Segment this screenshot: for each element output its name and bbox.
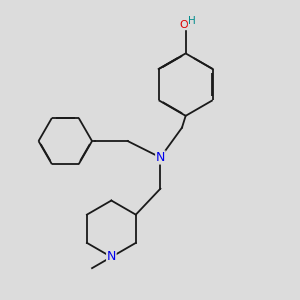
Text: N: N bbox=[107, 250, 116, 263]
Text: O: O bbox=[179, 20, 188, 30]
Text: H: H bbox=[188, 16, 196, 26]
Text: N: N bbox=[156, 151, 165, 164]
